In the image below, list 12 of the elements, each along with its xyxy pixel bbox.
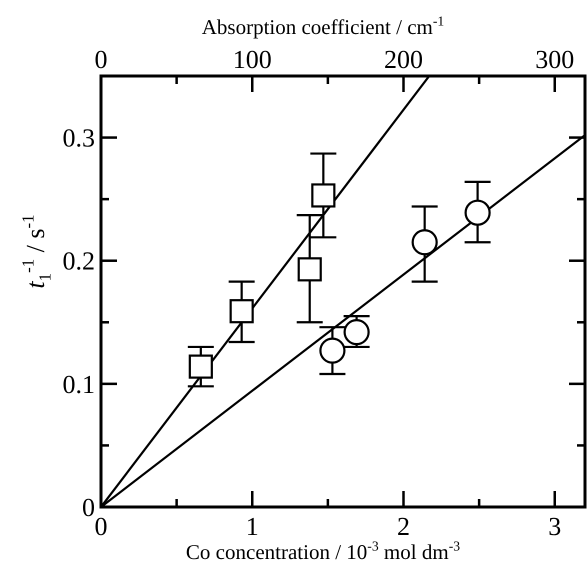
x-axis-title: Co concentration / 10$^{-3}$ mol dm$^{-3}$ <box>186 538 460 564</box>
y-tick-label: 0.1 <box>62 370 95 399</box>
x2-tick-label: 200 <box>384 45 423 74</box>
x-tick-label: 3 <box>548 512 562 541</box>
x-tick-label: 1 <box>246 512 259 541</box>
y-tick-label: 0 <box>82 493 95 522</box>
x2-tick-label: 300 <box>535 45 574 74</box>
x2-tick-label: 100 <box>232 45 272 74</box>
x-tick-label: 2 <box>397 512 410 541</box>
y-tick-label: 0.3 <box>62 124 95 153</box>
y-tick-label: 0.2 <box>62 246 95 276</box>
x2-axis-title: Absorption coefficient / cm$^{-1}$ <box>202 14 444 39</box>
